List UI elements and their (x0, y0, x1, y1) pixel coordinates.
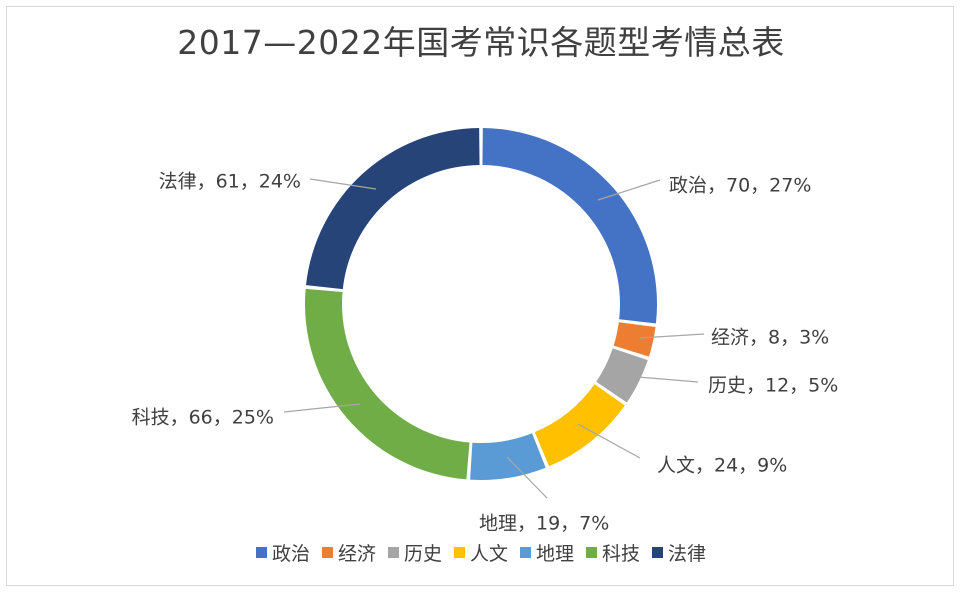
legend-label: 历史 (403, 543, 442, 565)
legend-item-3: 历史 (387, 539, 442, 566)
legend-swatch (652, 547, 664, 558)
data-label-7: 法律，61，24% (159, 171, 301, 193)
slice-1 (482, 128, 657, 324)
leader-line-2 (639, 333, 705, 339)
legend-swatch (520, 547, 531, 558)
legend-item-5: 地理 (520, 539, 574, 566)
slice-7 (306, 128, 480, 290)
legend-label: 地理 (536, 543, 575, 565)
leader-line-1 (597, 179, 661, 201)
data-label-6: 科技，66，25% (132, 407, 274, 429)
slice-6 (304, 288, 470, 480)
data-label-1: 政治，70，27% (669, 175, 811, 197)
data-label-4: 人文，24，9% (657, 455, 787, 477)
legend-item-4: 人文 (453, 539, 508, 566)
legend-swatch (453, 547, 465, 558)
leader-line-4 (577, 423, 641, 459)
chart-frame (6, 6, 954, 586)
legend-label: 法律 (668, 543, 707, 565)
legend-swatch (586, 547, 598, 558)
legend-label: 经济 (337, 543, 376, 565)
legend-item-6: 科技 (586, 539, 640, 566)
legend-item-2: 经济 (321, 539, 376, 566)
leader-line-7 (309, 178, 377, 190)
legend-swatch (387, 547, 399, 558)
slice-2 (613, 322, 656, 357)
leader-line-5 (506, 456, 548, 499)
data-label-3: 历史，12，5% (708, 375, 838, 397)
legend-item-7: 法律 (652, 539, 706, 566)
legend-label: 科技 (602, 543, 641, 565)
legend-swatch (255, 547, 267, 558)
slice-3 (596, 348, 648, 403)
leader-line-3 (625, 375, 699, 383)
chart-title: 2017—2022年国考常识各题型考情总表 (177, 23, 785, 62)
data-label-5: 地理，19，7% (479, 513, 609, 535)
legend-label: 政治 (271, 543, 310, 565)
slice-5 (470, 433, 546, 481)
leader-line-6 (283, 403, 361, 413)
legend-swatch (321, 547, 333, 558)
legend-item-1: 政治 (255, 539, 310, 566)
chart-legend: 政治 经济 历史 人文 地理 科技 法律 (0, 539, 962, 566)
legend-label: 人文 (469, 543, 508, 565)
data-label-2: 经济，8，3% (711, 327, 829, 349)
